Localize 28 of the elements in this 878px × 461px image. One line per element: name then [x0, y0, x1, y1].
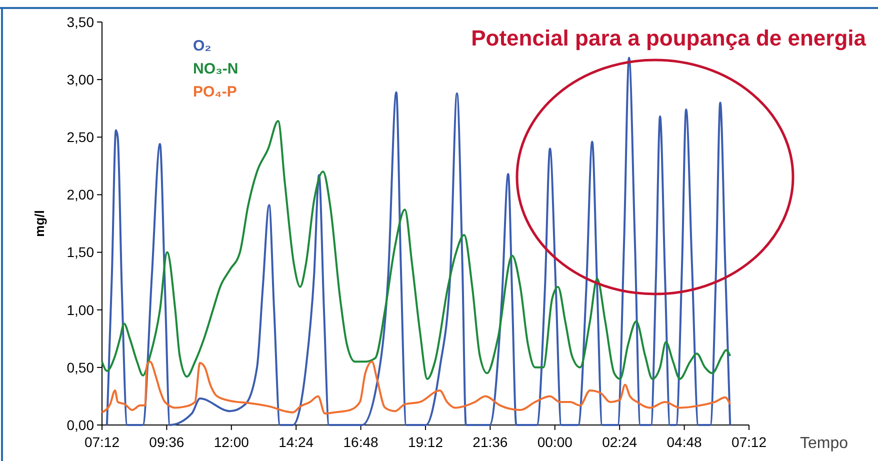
text: NO₃-N — [193, 60, 238, 78]
x-tick-label: 00:00 — [537, 434, 573, 450]
x-tick-label: 14:24 — [278, 434, 314, 450]
line-series — [101, 120, 732, 380]
x-tick-label: 16:48 — [343, 434, 379, 450]
x-tick-label: 09:36 — [149, 434, 184, 450]
x-axis-title: Tempo — [800, 435, 848, 452]
text: PO₄-P — [193, 83, 237, 100]
x-tick-label: 12:00 — [214, 434, 250, 450]
y-tick-label: 0,50 — [66, 359, 94, 376]
y-tick-label: 2,50 — [66, 129, 94, 146]
text: O₂ — [193, 37, 212, 54]
y-tick-label: 1,00 — [66, 302, 94, 318]
y-tick-label: 3,50 — [66, 14, 94, 30]
x-tick-label: 02:24 — [602, 434, 638, 450]
y-tick-label: 2,00 — [66, 186, 94, 203]
x-tick-label: 07:12 — [84, 434, 120, 450]
y-tick-label: 0,00 — [66, 416, 94, 433]
x-tick-label: 04:48 — [666, 434, 702, 450]
x-tick-label: 21:36 — [472, 434, 508, 450]
y-tick-label: 1,50 — [66, 244, 94, 260]
y-tick-label: 3,00 — [66, 71, 94, 88]
y-axis-title: mg/l — [32, 210, 47, 237]
line-series — [101, 360, 732, 414]
chart-title: Potencial para a poupança de energia — [471, 26, 867, 51]
x-tick-label: 07:12 — [731, 434, 767, 450]
line-series — [106, 56, 732, 426]
x-tick-label: 19:12 — [408, 434, 444, 450]
